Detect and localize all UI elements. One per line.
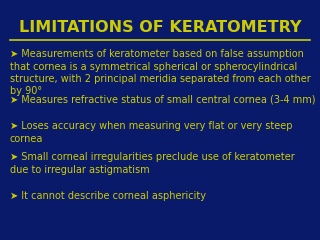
Text: ➤ Loses accuracy when measuring very flat or very steep
cornea: ➤ Loses accuracy when measuring very fla… xyxy=(10,121,292,144)
Text: ➤ It cannot describe corneal asphericity: ➤ It cannot describe corneal asphericity xyxy=(10,191,206,201)
Text: LIMITATIONS OF KERATOMETRY: LIMITATIONS OF KERATOMETRY xyxy=(19,20,301,35)
Text: ➤ Small corneal irregularities preclude use of keratometer
due to irregular asti: ➤ Small corneal irregularities preclude … xyxy=(10,152,294,175)
Text: ➤ Measurements of keratometer based on false assumption
that cornea is a symmetr: ➤ Measurements of keratometer based on f… xyxy=(10,49,310,96)
Text: ➤ Measures refractive status of small central cornea (3-4 mm): ➤ Measures refractive status of small ce… xyxy=(10,95,315,105)
